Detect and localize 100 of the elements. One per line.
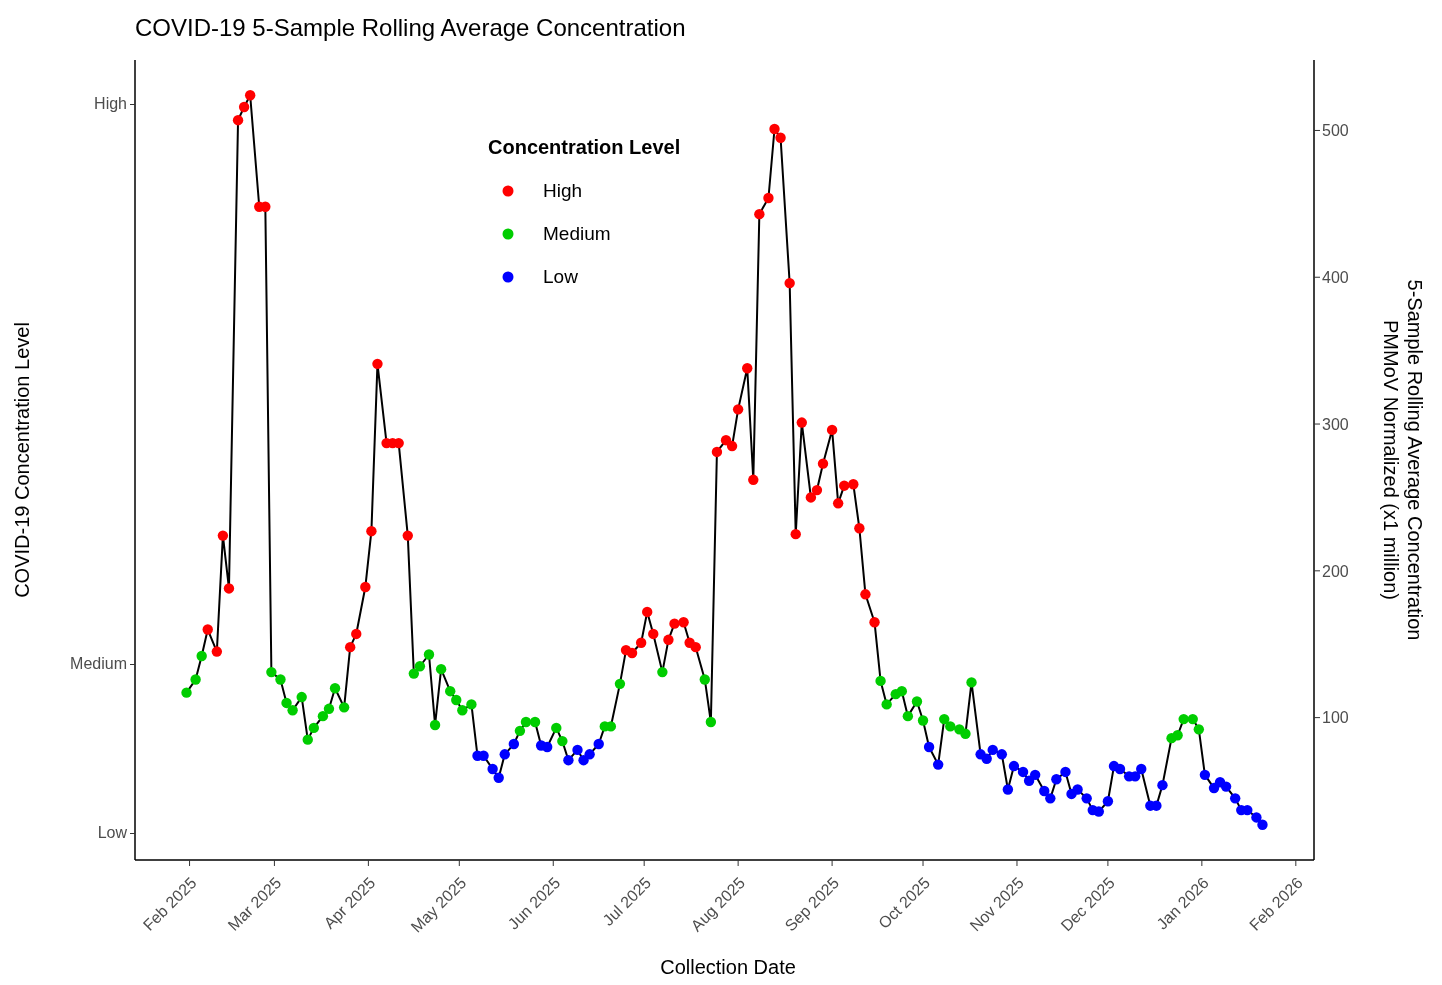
point xyxy=(1157,779,1168,791)
point xyxy=(869,617,880,628)
point xyxy=(614,678,626,690)
y-tick-label: 100 xyxy=(1322,709,1349,727)
text: Medium xyxy=(70,655,127,673)
point xyxy=(626,647,638,659)
text: COVID-19 Concentration Level xyxy=(10,322,34,598)
point xyxy=(796,417,807,428)
point xyxy=(423,649,435,660)
point xyxy=(244,90,256,101)
point xyxy=(429,719,441,731)
chart-title: COVID-19 5-Sample Rolling Average Concentration xyxy=(135,14,686,42)
point xyxy=(960,728,971,739)
point xyxy=(1220,781,1232,792)
point xyxy=(238,101,250,113)
point xyxy=(754,208,765,220)
point xyxy=(1029,769,1041,781)
point xyxy=(578,754,589,766)
point xyxy=(287,705,298,716)
point xyxy=(402,530,413,541)
point xyxy=(711,446,723,458)
point xyxy=(551,722,562,734)
point xyxy=(435,663,447,675)
x-axis-title: Collection Date xyxy=(660,956,796,978)
point xyxy=(678,617,689,628)
point xyxy=(466,699,477,710)
point xyxy=(1199,769,1211,781)
point xyxy=(487,763,498,775)
point xyxy=(705,716,717,728)
point xyxy=(769,123,780,135)
point xyxy=(790,528,801,540)
point xyxy=(699,674,710,685)
point xyxy=(563,754,574,766)
point xyxy=(351,628,362,640)
y-tick-label: 300 xyxy=(1322,415,1349,433)
point xyxy=(1230,793,1241,804)
point xyxy=(202,624,213,635)
legend-title: Concentration Level xyxy=(488,136,681,159)
point xyxy=(329,683,341,694)
legend-label: High xyxy=(543,179,583,202)
point xyxy=(1187,713,1198,725)
point xyxy=(529,716,541,728)
point xyxy=(981,753,992,764)
text: High xyxy=(94,95,127,113)
point xyxy=(190,674,201,685)
point xyxy=(232,114,244,126)
point xyxy=(1251,812,1262,823)
point xyxy=(854,523,865,534)
point xyxy=(669,618,680,629)
point xyxy=(520,716,532,728)
point xyxy=(917,715,929,726)
point xyxy=(1002,784,1014,795)
point xyxy=(996,749,1008,760)
point xyxy=(657,666,668,678)
point xyxy=(457,705,468,716)
point xyxy=(726,440,738,452)
point xyxy=(372,358,383,370)
y-tick-label: 400 xyxy=(1322,268,1349,286)
point xyxy=(557,735,568,747)
point xyxy=(784,277,795,289)
point xyxy=(408,668,420,679)
point xyxy=(732,404,744,415)
point xyxy=(542,741,553,753)
point xyxy=(414,661,426,672)
point xyxy=(987,744,998,756)
point xyxy=(493,772,504,783)
point xyxy=(1172,730,1183,741)
point xyxy=(514,725,526,737)
point xyxy=(1114,763,1126,775)
point xyxy=(1072,784,1083,795)
point xyxy=(499,749,510,760)
point xyxy=(584,749,595,760)
point xyxy=(266,666,277,678)
point xyxy=(1045,793,1056,804)
point xyxy=(572,744,583,756)
point xyxy=(1178,713,1189,725)
point xyxy=(923,741,935,753)
point xyxy=(1008,760,1020,772)
point xyxy=(875,675,886,687)
point xyxy=(275,674,286,685)
point xyxy=(690,641,701,653)
point xyxy=(296,691,307,703)
point xyxy=(945,721,956,732)
point xyxy=(811,484,823,496)
point xyxy=(344,641,356,653)
point xyxy=(642,606,653,618)
point xyxy=(860,589,871,600)
point xyxy=(1051,774,1062,785)
point xyxy=(451,694,462,706)
point xyxy=(663,634,674,646)
point xyxy=(648,628,659,640)
point xyxy=(338,702,350,713)
point xyxy=(805,492,817,503)
point xyxy=(817,458,829,469)
point xyxy=(1257,819,1268,830)
point xyxy=(635,637,647,648)
y-tick-label: 500 xyxy=(1322,122,1349,140)
point xyxy=(775,132,786,143)
point xyxy=(839,480,850,491)
point xyxy=(211,646,223,657)
